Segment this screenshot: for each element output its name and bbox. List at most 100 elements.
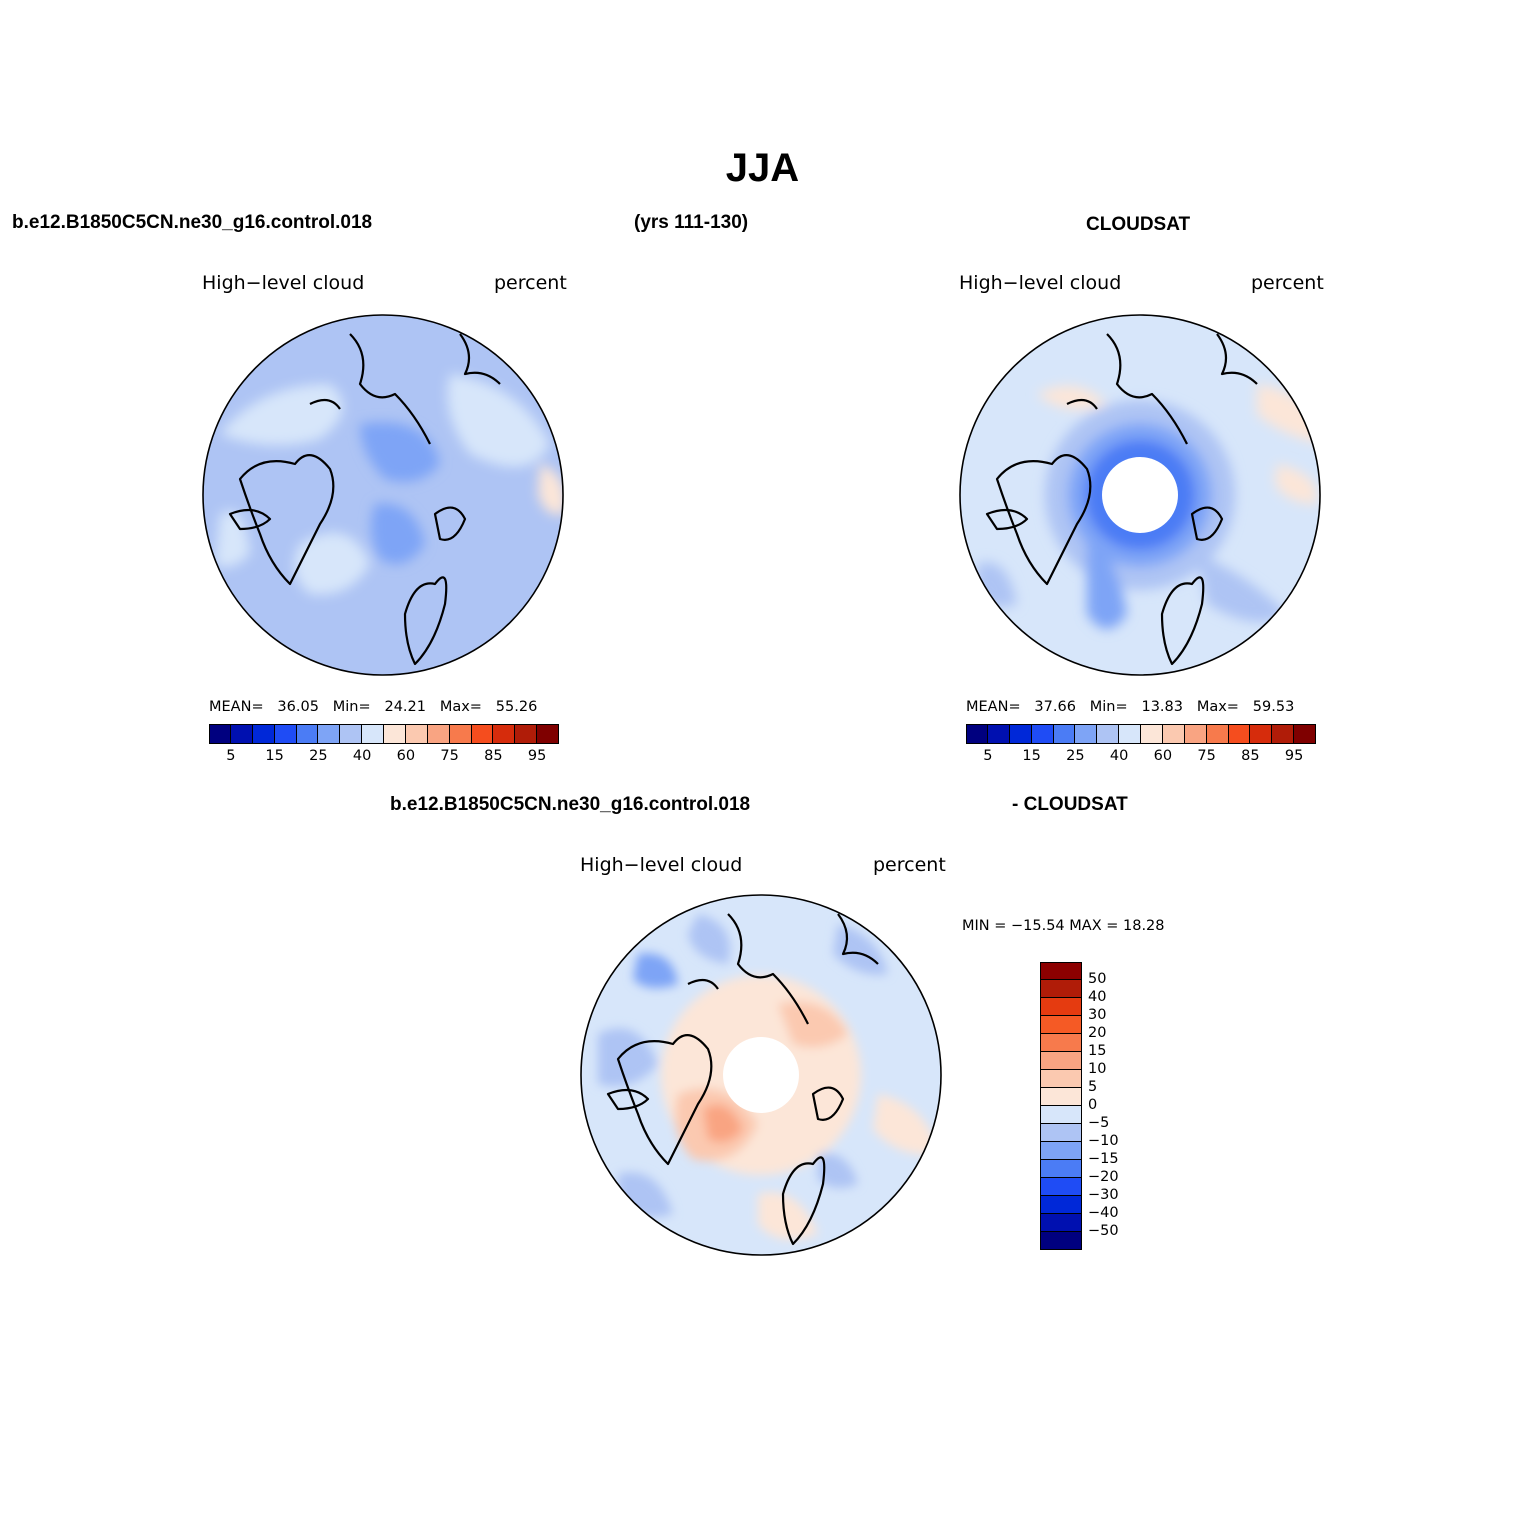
- model-units-label: percent: [494, 272, 567, 294]
- colorbar-swatch: [209, 724, 231, 744]
- model-max-value: 55.26: [495, 699, 538, 715]
- diff-colorbar-label: −5: [1088, 1115, 1110, 1131]
- colorbar-swatch: [1141, 724, 1163, 744]
- colorbar-swatch: [1228, 724, 1251, 744]
- diff-colorbar-swatch: [1040, 1142, 1082, 1160]
- model-max-label: Max=: [439, 699, 482, 715]
- diff-units-label: percent: [873, 854, 946, 876]
- diff-colorbar-swatch: [1040, 1160, 1082, 1178]
- colorbar-swatch: [515, 724, 538, 744]
- obs-max-label: Max=: [1196, 699, 1239, 715]
- diff-colorbar-swatch: [1040, 1214, 1082, 1232]
- diff-colorbar-label: 10: [1088, 1061, 1107, 1077]
- colorbar-tick-label: 40: [352, 748, 372, 764]
- model-colorbar: [209, 724, 559, 744]
- colorbar-swatch: [1206, 724, 1229, 744]
- colorbar-tick-label: 60: [1153, 748, 1173, 764]
- obs-mean-value: 37.66: [1034, 699, 1076, 715]
- colorbar-swatch: [537, 724, 559, 744]
- colorbar-swatch: [230, 724, 253, 744]
- obs-polar-map: [959, 314, 1321, 676]
- colorbar-swatch: [427, 724, 450, 744]
- colorbar-swatch: [362, 724, 384, 744]
- obs-mean-label: MEAN=: [966, 699, 1021, 715]
- colorbar-swatch: [493, 724, 516, 744]
- model-mean-value: 36.05: [277, 699, 319, 715]
- colorbar-swatch: [987, 724, 1010, 744]
- obs-colorbar: [966, 724, 1316, 744]
- diff-colorbar-swatch: [1040, 1088, 1082, 1106]
- diff-colorbar-swatch: [1040, 1034, 1082, 1052]
- model-case-header: b.e12.B1850C5CN.ne30_g16.control.018: [12, 212, 373, 233]
- diff-colorbar-label: −10: [1088, 1133, 1119, 1149]
- diff-colorbar-swatch: [1040, 962, 1082, 980]
- model-stats: MEAN= 36.05 Min= 24.21 Max= 55.26: [209, 699, 537, 715]
- diff-colorbar-label: 15: [1088, 1043, 1107, 1059]
- colorbar-swatch: [1250, 724, 1273, 744]
- colorbar-swatch: [1119, 724, 1141, 744]
- model-min-value: 24.21: [384, 699, 426, 715]
- diff-colorbar-swatch: [1040, 1232, 1082, 1250]
- diff-colorbar-label: 0: [1088, 1097, 1098, 1113]
- colorbar-tick-label: 60: [396, 748, 416, 764]
- colorbar-tick-label: 75: [1197, 748, 1216, 764]
- obs-header: CLOUDSAT: [1086, 214, 1191, 235]
- diff-colorbar-swatch: [1040, 1124, 1082, 1142]
- model-min-label: Min=: [332, 699, 371, 715]
- years-header: (yrs 111-130): [634, 212, 749, 233]
- colorbar-tick-label: 15: [1022, 748, 1041, 764]
- diff-colorbar-swatch: [1040, 980, 1082, 998]
- colorbar-swatch: [471, 724, 494, 744]
- diff-colorbar-swatch: [1040, 1016, 1082, 1034]
- colorbar-swatch: [1184, 724, 1207, 744]
- colorbar-tick-label: 95: [1284, 748, 1304, 764]
- diff-colorbar: [1040, 962, 1082, 1250]
- model-variable-label: High−level cloud: [202, 272, 365, 294]
- colorbar-tick-label: 25: [309, 748, 328, 764]
- diff-colorbar-label: −50: [1088, 1223, 1119, 1239]
- obs-units-label: percent: [1251, 272, 1324, 294]
- colorbar-tick-label: 5: [983, 748, 993, 764]
- obs-colorbar-ticks: 5 15 25 40 60 75 85 95: [966, 748, 1316, 768]
- colorbar-swatch: [1272, 724, 1295, 744]
- diff-colorbar-swatch: [1040, 1196, 1082, 1214]
- colorbar-tick-label: 75: [440, 748, 459, 764]
- diff-colorbar-swatch: [1040, 1178, 1082, 1196]
- diff-polar-map: [580, 894, 942, 1256]
- colorbar-tick-label: 40: [1109, 748, 1129, 764]
- colorbar-swatch: [1053, 724, 1076, 744]
- obs-max-value: 59.53: [1252, 699, 1295, 715]
- diff-minmax: MIN = −15.54 MAX = 18.28: [962, 918, 1165, 934]
- diff-colorbar-labels: 50 40 30 20 15 10 5 0 −5 −10 −15 −20 −30 −40 −50: [1088, 962, 1158, 1250]
- colorbar-swatch: [405, 724, 428, 744]
- page-title: JJA: [725, 146, 800, 190]
- colorbar-swatch: [252, 724, 275, 744]
- diff-colorbar-swatch: [1040, 998, 1082, 1016]
- colorbar-tick-label: 85: [484, 748, 503, 764]
- diff-colorbar-label: −15: [1088, 1151, 1119, 1167]
- obs-variable-label: High−level cloud: [959, 272, 1122, 294]
- colorbar-tick-label: 15: [265, 748, 284, 764]
- obs-stats: MEAN= 37.66 Min= 13.83 Max= 59.53: [966, 699, 1294, 715]
- colorbar-swatch: [1294, 724, 1316, 744]
- colorbar-swatch: [318, 724, 341, 744]
- diff-variable-label: High−level cloud: [580, 854, 743, 876]
- obs-min-value: 13.83: [1141, 699, 1183, 715]
- colorbar-tick-label: 5: [226, 748, 236, 764]
- obs-min-label: Min=: [1089, 699, 1128, 715]
- diff-colorbar-swatch: [1040, 1070, 1082, 1088]
- colorbar-swatch: [449, 724, 472, 744]
- colorbar-tick-label: 95: [527, 748, 547, 764]
- diff-colorbar-label: −30: [1088, 1187, 1119, 1203]
- diff-colorbar-label: 40: [1088, 989, 1107, 1005]
- colorbar-swatch: [1075, 724, 1098, 744]
- colorbar-swatch: [1162, 724, 1185, 744]
- colorbar-swatch: [966, 724, 988, 744]
- colorbar-swatch: [384, 724, 406, 744]
- diff-colorbar-label: 20: [1088, 1025, 1107, 1041]
- colorbar-tick-label: 25: [1066, 748, 1085, 764]
- model-colorbar-ticks: 5 15 25 40 60 75 85 95: [209, 748, 559, 768]
- model-polar-map: [202, 314, 564, 676]
- model-mean-label: MEAN=: [209, 699, 264, 715]
- diff-colorbar-label: −40: [1088, 1205, 1119, 1221]
